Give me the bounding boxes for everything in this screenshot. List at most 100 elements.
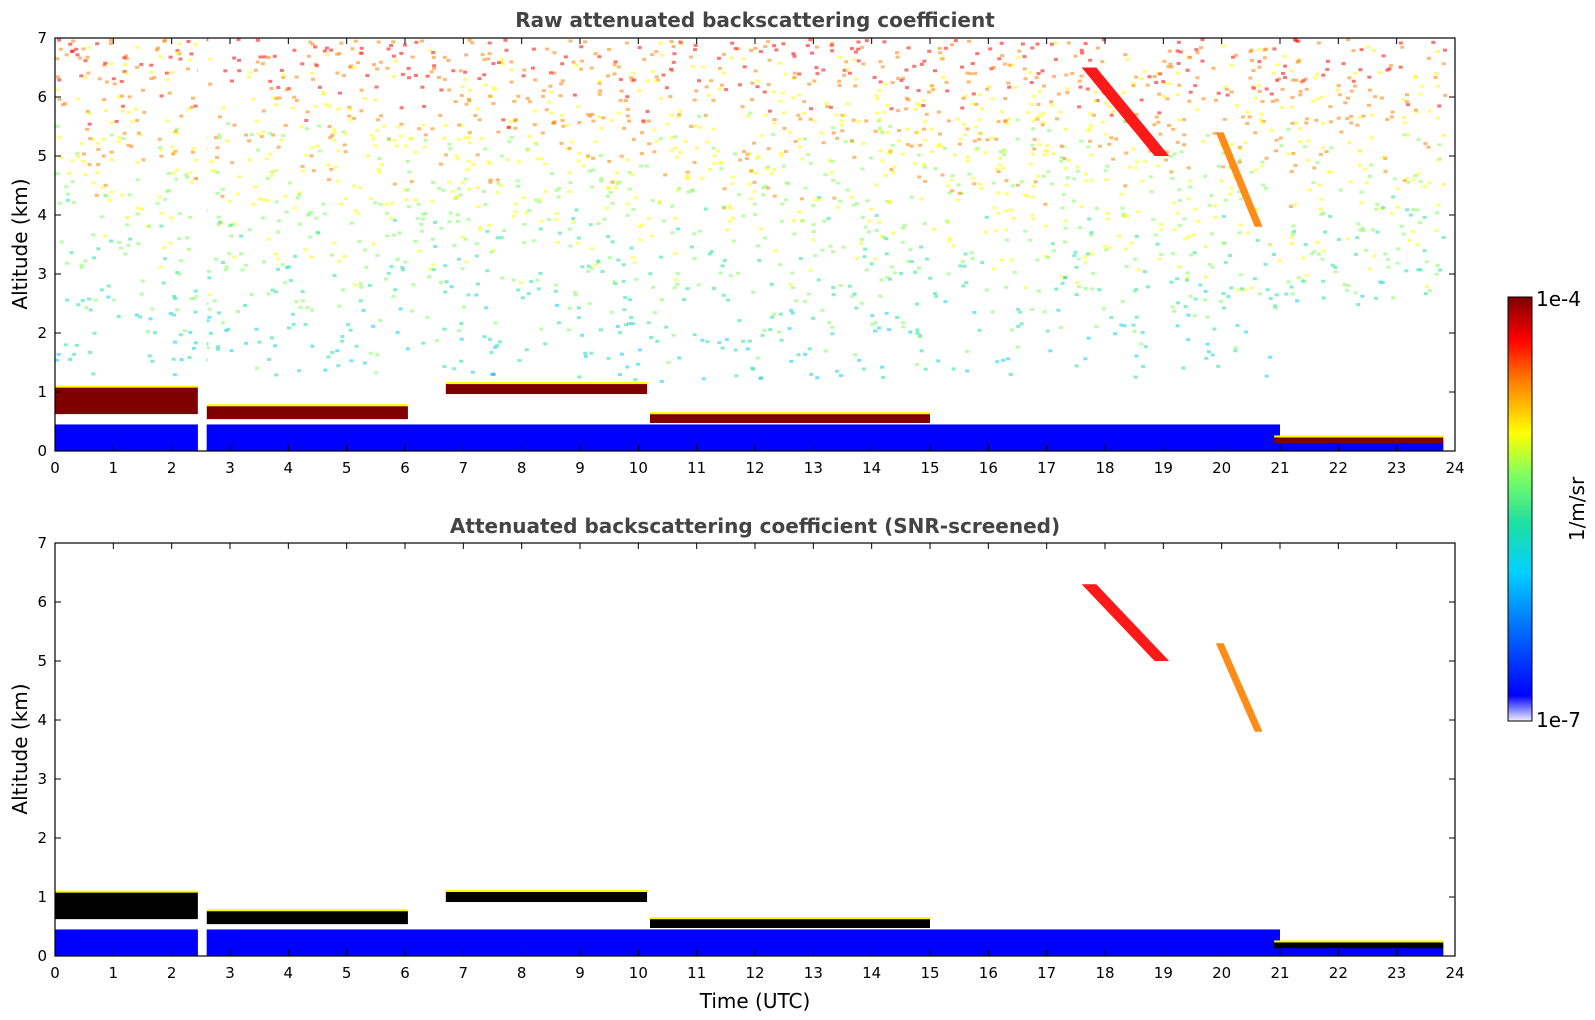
noise-speckle bbox=[1219, 179, 1224, 183]
noise-speckle bbox=[55, 75, 60, 79]
noise-speckle bbox=[724, 337, 729, 341]
noise-speckle bbox=[744, 157, 749, 161]
noise-speckle bbox=[124, 57, 129, 61]
noise-speckle bbox=[1338, 188, 1343, 192]
noise-speckle bbox=[549, 111, 554, 115]
noise-speckle bbox=[124, 216, 129, 220]
noise-speckle bbox=[1142, 270, 1147, 274]
noise-speckle bbox=[298, 305, 303, 309]
noise-speckle bbox=[475, 153, 480, 157]
noise-speckle bbox=[877, 220, 882, 224]
noise-speckle bbox=[1093, 99, 1098, 103]
noise-speckle bbox=[1321, 249, 1326, 253]
noise-speckle bbox=[711, 127, 716, 131]
noise-speckle bbox=[951, 244, 956, 248]
noise-speckle bbox=[108, 239, 113, 243]
noise-speckle bbox=[332, 274, 337, 278]
noise-speckle bbox=[476, 205, 481, 209]
noise-speckle bbox=[577, 152, 582, 156]
noise-speckle bbox=[1245, 231, 1250, 235]
noise-speckle bbox=[972, 310, 977, 314]
noise-speckle bbox=[1168, 154, 1173, 158]
x-tick-label: 15 bbox=[920, 459, 939, 477]
noise-speckle bbox=[1435, 264, 1440, 268]
noise-speckle bbox=[1262, 56, 1267, 60]
noise-speckle bbox=[978, 131, 983, 135]
noise-speckle bbox=[607, 47, 612, 51]
noise-speckle bbox=[912, 161, 917, 165]
noise-speckle bbox=[1304, 117, 1309, 121]
noise-speckle bbox=[358, 299, 363, 303]
noise-speckle bbox=[859, 241, 864, 245]
noise-speckle bbox=[353, 283, 358, 287]
noise-speckle bbox=[650, 199, 655, 203]
noise-speckle bbox=[627, 322, 632, 326]
noise-speckle bbox=[315, 144, 320, 148]
noise-speckle bbox=[1019, 322, 1024, 326]
noise-speckle bbox=[1380, 281, 1385, 285]
noise-speckle bbox=[792, 71, 797, 75]
noise-speckle bbox=[906, 259, 911, 263]
noise-speckle bbox=[1229, 90, 1234, 94]
noise-speckle bbox=[807, 82, 812, 86]
noise-speckle bbox=[516, 184, 521, 188]
noise-speckle bbox=[554, 303, 559, 307]
noise-speckle bbox=[945, 219, 950, 223]
noise-speckle bbox=[606, 74, 611, 78]
noise-speckle bbox=[1134, 160, 1139, 164]
noise-speckle bbox=[293, 254, 298, 258]
noise-speckle bbox=[1089, 233, 1094, 237]
noise-speckle bbox=[430, 127, 435, 131]
noise-speckle bbox=[1328, 120, 1333, 124]
noise-speckle bbox=[1075, 281, 1080, 285]
noise-speckle bbox=[128, 237, 133, 241]
noise-speckle bbox=[888, 124, 893, 128]
noise-speckle bbox=[423, 138, 428, 142]
noise-speckle bbox=[1022, 55, 1027, 59]
noise-speckle bbox=[498, 184, 503, 188]
noise-speckle bbox=[491, 248, 496, 252]
noise-speckle bbox=[400, 265, 405, 269]
noise-speckle bbox=[1435, 49, 1440, 53]
noise-speckle bbox=[1042, 84, 1047, 88]
noise-speckle bbox=[1321, 73, 1326, 77]
noise-speckle bbox=[1003, 228, 1008, 232]
noise-speckle bbox=[598, 179, 603, 183]
noise-speckle bbox=[250, 97, 255, 101]
noise-speckle bbox=[985, 138, 990, 142]
noise-speckle bbox=[243, 303, 248, 307]
noise-speckle bbox=[577, 375, 582, 379]
noise-speckle bbox=[574, 208, 579, 212]
noise-speckle bbox=[305, 110, 310, 114]
noise-speckle bbox=[896, 76, 901, 80]
noise-speckle bbox=[218, 220, 223, 224]
noise-speckle bbox=[576, 105, 581, 109]
noise-speckle bbox=[390, 201, 395, 205]
noise-speckle bbox=[965, 127, 970, 131]
noise-speckle bbox=[1249, 48, 1254, 52]
noise-speckle bbox=[1170, 305, 1175, 309]
noise-speckle bbox=[875, 97, 880, 101]
noise-speckle bbox=[922, 59, 927, 63]
noise-speckle bbox=[1358, 228, 1363, 232]
noise-speckle bbox=[828, 158, 833, 162]
noise-speckle bbox=[223, 69, 228, 73]
noise-speckle bbox=[1426, 56, 1431, 60]
noise-speckle bbox=[950, 178, 955, 182]
noise-speckle bbox=[1361, 114, 1366, 118]
noise-speckle bbox=[591, 119, 596, 123]
noise-speckle bbox=[352, 184, 357, 188]
noise-speckle bbox=[473, 114, 478, 118]
noise-speckle bbox=[1273, 306, 1278, 310]
noise-speckle bbox=[189, 180, 194, 184]
noise-speckle bbox=[1043, 202, 1048, 206]
noise-speckle bbox=[814, 45, 819, 49]
noise-speckle bbox=[303, 248, 308, 252]
noise-speckle bbox=[413, 73, 418, 77]
noise-speckle bbox=[428, 267, 433, 271]
noise-speckle bbox=[436, 186, 441, 190]
noise-speckle bbox=[255, 38, 260, 42]
noise-speckle bbox=[730, 41, 735, 45]
noise-speckle bbox=[1003, 96, 1008, 100]
noise-speckle bbox=[1225, 93, 1230, 97]
